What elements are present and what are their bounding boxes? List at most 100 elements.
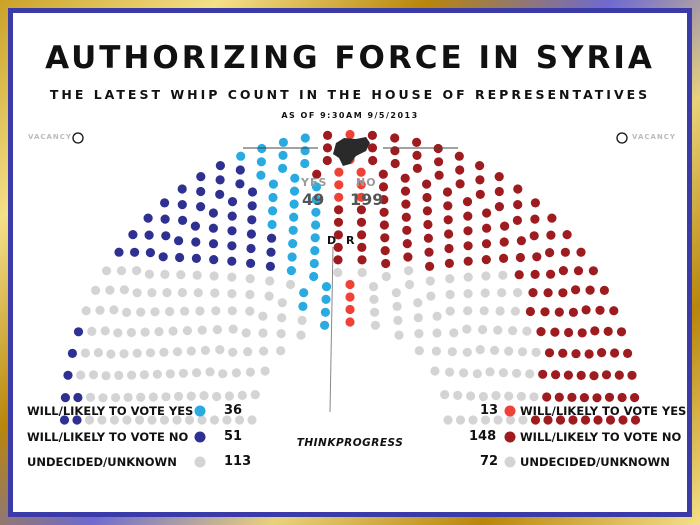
yes-total-value: 49 [302, 190, 325, 209]
dem-seat-no [161, 231, 171, 241]
rep-seat-undecided [522, 326, 532, 336]
rep-seat-no [390, 158, 400, 169]
rep-seat-undecided [333, 267, 343, 278]
dem-seat-undecided [98, 393, 108, 403]
dem-seat-no [178, 215, 188, 225]
dem-seat-undecided [165, 369, 175, 379]
rep-seat-no [499, 253, 509, 263]
rep-seat-yes [345, 129, 355, 140]
rep-seat-no [402, 239, 412, 249]
dem-seat-undecided [154, 327, 164, 337]
rep-seat-undecided [430, 366, 440, 376]
dem-seat-no [128, 230, 138, 240]
dem-seat-undecided [172, 415, 182, 425]
legend-dot-dem-1 [194, 431, 206, 443]
dem-seat-undecided [218, 369, 228, 379]
dem-seat-undecided [106, 349, 116, 359]
dem-seat-yes [299, 288, 309, 298]
dem-seat-no [246, 243, 256, 254]
dem-seat-yes [236, 151, 246, 161]
vacancy-label-left: VACANCY [28, 133, 72, 141]
dem-seat-yes [268, 179, 278, 189]
rep-seat-no [515, 252, 526, 263]
rep-seat-undecided [440, 390, 450, 400]
dem-seat-undecided [148, 392, 158, 402]
rep-seat-no [322, 143, 333, 153]
rep-seat-no [558, 288, 568, 298]
rep-seat-undecided [479, 306, 489, 316]
rep-seat-undecided [511, 368, 522, 378]
rep-seat-no [623, 348, 633, 358]
rep-seat-yes [334, 167, 344, 177]
rep-undecided-legend-value: 72 [480, 454, 499, 469]
rep-seat-no [390, 146, 400, 156]
rep-seat-undecided [462, 347, 472, 357]
rep-seat-yes [345, 292, 355, 302]
rep-seat-no [412, 137, 422, 147]
dem-seat-yes [310, 233, 320, 243]
rep-seat-yes [356, 167, 366, 177]
rep-seat-no [581, 305, 591, 315]
rep-seat-undecided [491, 391, 501, 401]
rep-seat-no [617, 392, 627, 403]
thinkprogress-logo: THINKPROGRESS [296, 437, 404, 449]
rep-seat-no [401, 199, 411, 209]
rep-seat-no [463, 256, 473, 266]
dem-seat-undecided [258, 311, 268, 321]
rep-seat-no [590, 326, 600, 336]
dem-seat-undecided [76, 370, 86, 380]
rep-seat-no [603, 326, 613, 336]
rep-seat-undecided [369, 294, 379, 304]
dem-seat-undecided [247, 415, 257, 425]
rep-seat-undecided [368, 282, 379, 292]
dem-seat-undecided [209, 271, 219, 281]
dem-seat-no [160, 214, 170, 224]
dem-seat-undecided [212, 391, 222, 402]
rep-seat-undecided [425, 276, 435, 286]
party-divider-line [329, 246, 334, 413]
legend-dot-rep-2 [504, 456, 516, 468]
dem-seat-undecided [161, 392, 171, 402]
dem-seat-undecided [245, 367, 255, 377]
dem-no-legend-label: WILL/LIKELY TO VOTE NO [27, 430, 189, 444]
rep-seat-no [599, 285, 610, 295]
rep-seat-undecided [431, 346, 441, 356]
rep-seat-undecided [391, 288, 401, 298]
dem-seat-undecided [297, 315, 307, 325]
rep-seat-no [573, 266, 584, 276]
dem-seat-no [227, 197, 238, 207]
rep-seat-undecided [498, 368, 508, 378]
dem-seat-yes [309, 258, 319, 269]
rep-seat-no [530, 198, 541, 208]
dem-seat-yes [310, 246, 320, 256]
dem-seat-undecided [123, 392, 133, 402]
rep-seat-no [443, 215, 453, 225]
dem-seat-no [209, 255, 219, 265]
infographic-canvas [13, 13, 687, 512]
rep-seat-undecided [413, 298, 423, 308]
dem-seat-undecided [113, 328, 123, 338]
dem-seat-undecided [114, 370, 124, 380]
rep-seat-no [577, 328, 587, 338]
dem-seat-undecided [127, 370, 137, 380]
dem-seat-yes [320, 307, 330, 317]
rep-seat-no [381, 258, 391, 269]
rep-seat-no [412, 150, 422, 160]
rep-seat-no [380, 233, 390, 243]
rep-seat-no [481, 239, 492, 249]
dem-seat-undecided [101, 371, 111, 381]
dem-seat-yes [278, 150, 288, 160]
dem-seat-no [177, 200, 187, 210]
dem-seat-undecided [237, 390, 247, 400]
dem-seat-undecided [195, 306, 205, 316]
dem-seat-no [191, 237, 201, 247]
dem-seat-undecided [116, 266, 127, 276]
rep-seat-no [571, 349, 581, 359]
rep-seat-no [333, 230, 343, 240]
rep-seat-no [601, 370, 612, 380]
rep-seat-undecided [507, 326, 518, 336]
dem-yes-legend-value: 36 [224, 403, 243, 418]
rep-seat-undecided [432, 311, 442, 321]
dem-seat-undecided [91, 285, 101, 295]
